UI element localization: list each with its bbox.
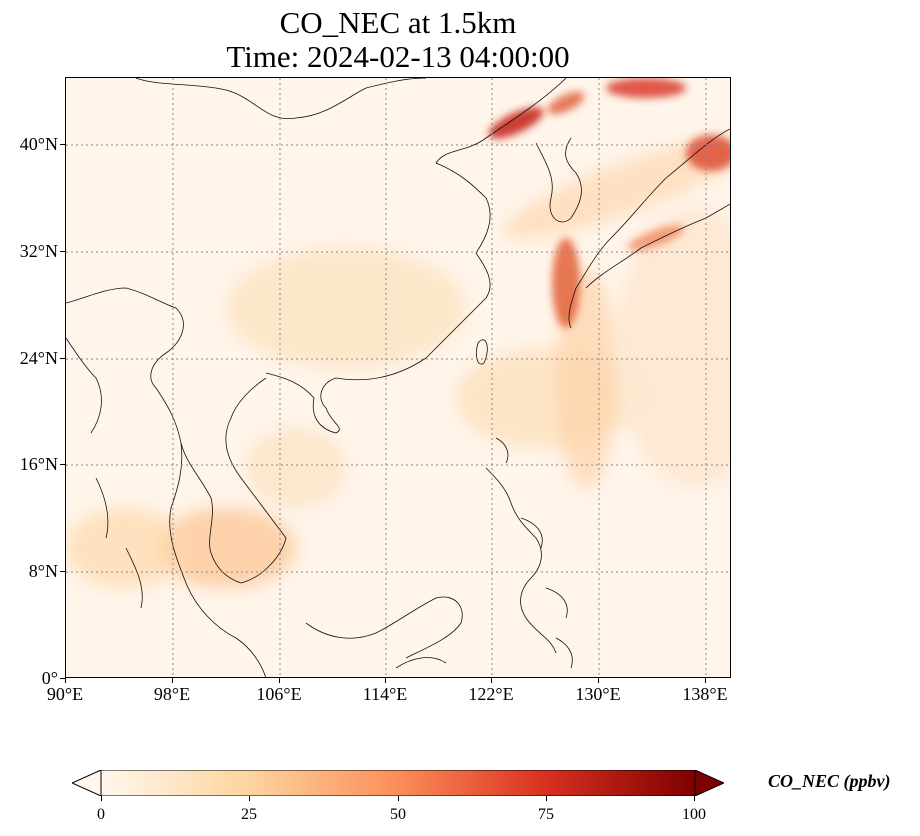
lat-tickmark (60, 251, 65, 252)
lat-tickmark (60, 358, 65, 359)
lat-tick-8n: 8°N (28, 561, 58, 581)
lon-tick-98e: 98°E (153, 684, 191, 704)
concentration-hotspots (488, 78, 730, 328)
lon-tickmark (65, 678, 66, 683)
lon-tick-130e: 130°E (575, 684, 621, 704)
colorbar-tick-25: 25 (241, 806, 257, 823)
colorbar-tick-75: 75 (538, 806, 554, 823)
colorbar-tick-50: 50 (390, 806, 406, 823)
lat-tick-16n: 16°N (19, 454, 58, 474)
colorbar-gradient (70, 769, 726, 797)
concentration-field (66, 137, 730, 588)
colorbar (70, 769, 726, 797)
lon-tickmark (598, 678, 599, 683)
colorbar-body (100, 769, 696, 797)
colorbar-tick-100: 100 (682, 806, 706, 823)
lat-tick-32n: 32°N (19, 241, 58, 261)
lat-tickmark (60, 144, 65, 145)
colorbar-tickmark (249, 796, 250, 801)
colorbar-tickmark (398, 796, 399, 801)
coastlines (66, 78, 730, 677)
lon-tickmark (491, 678, 492, 683)
lat-tick-40n: 40°N (19, 134, 58, 154)
lon-tickmark (279, 678, 280, 683)
map-title: CO_NEC at 1.5km Time: 2024-02-13 04:00:0… (65, 6, 731, 74)
lon-tick-138e: 138°E (682, 684, 728, 704)
title-line-1: CO_NEC at 1.5km (279, 5, 517, 40)
colorbar-tickmark (546, 796, 547, 801)
lat-tickmark (60, 678, 65, 679)
lon-tickmark (172, 678, 173, 683)
colorbar-max-extend (694, 769, 726, 797)
lat-tickmark (60, 464, 65, 465)
colorbar-tick-0: 0 (97, 806, 105, 823)
lon-tick-106e: 106°E (256, 684, 302, 704)
colorbar-min-extend (70, 769, 102, 797)
colorbar-label: CO_NEC (ppbv) (768, 771, 891, 791)
lon-tick-114e: 114°E (362, 684, 408, 704)
colorbar-tickmark (694, 796, 695, 801)
lat-tick-24n: 24°N (19, 348, 58, 368)
lat-tick-0: 0° (41, 668, 58, 688)
lon-tick-90e: 90°E (46, 684, 84, 704)
lon-tickmark (705, 678, 706, 683)
lon-tick-122e: 122°E (468, 684, 514, 704)
lat-tickmark (60, 571, 65, 572)
title-line-2: Time: 2024-02-13 04:00:00 (226, 39, 570, 74)
gridlines (66, 78, 730, 677)
colorbar-tickmark (101, 796, 102, 801)
map-canvas (66, 78, 730, 677)
lon-tickmark (385, 678, 386, 683)
map-panel (65, 77, 731, 678)
